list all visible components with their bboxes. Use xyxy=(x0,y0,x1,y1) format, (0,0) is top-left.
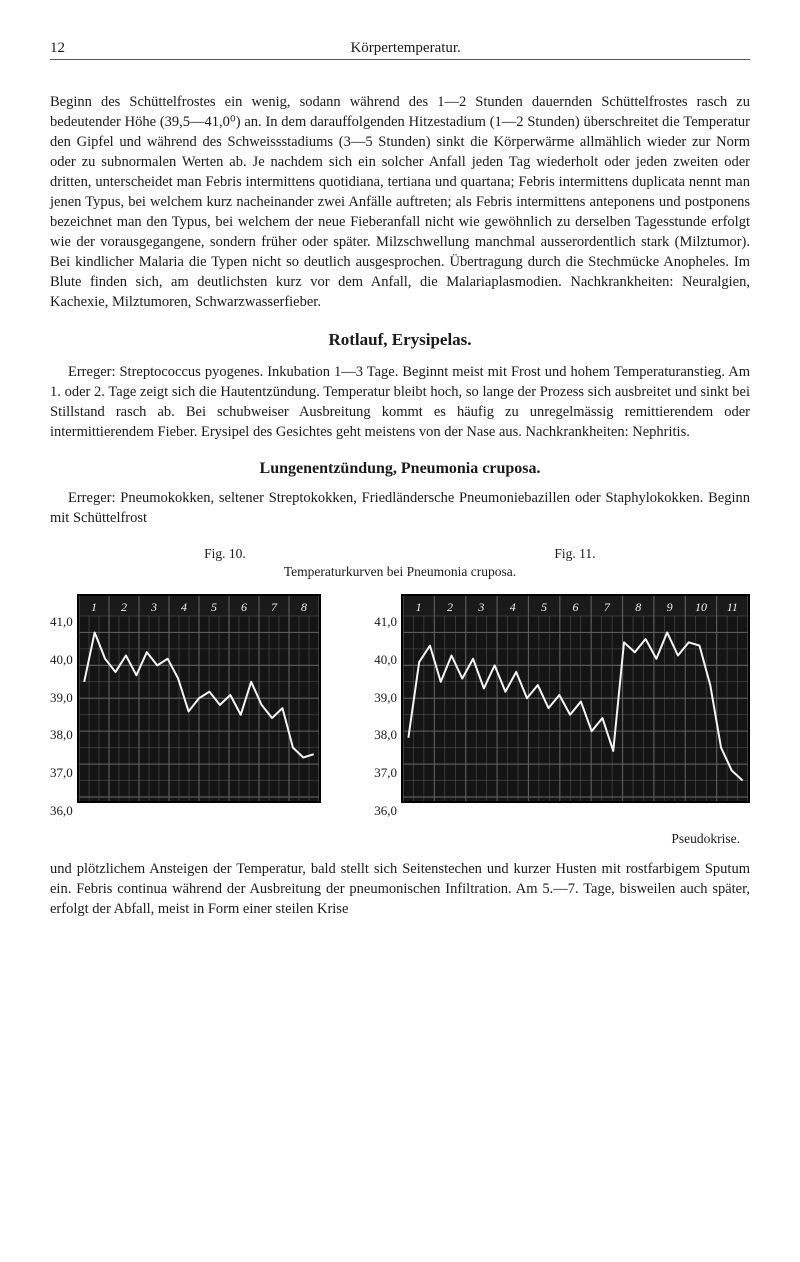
heading-rotlauf: Rotlauf, Erysipelas. xyxy=(50,330,750,350)
svg-text:9: 9 xyxy=(667,600,673,614)
fig10-label: Fig. 10. xyxy=(57,546,393,562)
svg-text:3: 3 xyxy=(150,600,157,614)
paragraph-4: und plötzlichem Ansteigen der Temperatur… xyxy=(50,859,750,919)
fig11-block: 41,0 40,0 39,0 38,0 37,0 36,0 1 2 3 4 5 6 7 8 9 10 11 xyxy=(374,594,750,823)
y-axis-label: 37,0 xyxy=(374,765,397,781)
figure-subtitle: Temperaturkurven bei Pneumonia cruposa. xyxy=(50,564,750,580)
svg-text:7: 7 xyxy=(271,600,278,614)
fig11-chart: 1 2 3 4 5 6 7 8 9 10 11 xyxy=(401,594,750,803)
svg-text:8: 8 xyxy=(301,600,307,614)
y-axis-label: 38,0 xyxy=(50,727,73,743)
svg-text:5: 5 xyxy=(211,600,217,614)
svg-text:1: 1 xyxy=(416,600,422,614)
heading-lungenentzuendung: Lungenentzündung, Pneumonia cruposa. xyxy=(50,460,750,478)
svg-text:8: 8 xyxy=(635,600,641,614)
fig10-block: 41,0 40,0 39,0 38,0 37,0 36,0 1 2 3 4 5 6 7 8 xyxy=(50,594,321,823)
svg-text:4: 4 xyxy=(181,600,187,614)
svg-text:6: 6 xyxy=(573,600,579,614)
y-axis-label: 41,0 xyxy=(50,614,73,630)
running-title: Körpertemperatur. xyxy=(350,40,460,57)
fig11-y-labels: 41,0 40,0 39,0 38,0 37,0 36,0 xyxy=(374,594,401,823)
running-header: 12 Körpertemperatur. xyxy=(50,40,750,60)
figure-caption-row: Fig. 10. Fig. 11. xyxy=(50,546,750,562)
paragraph-3: Erreger: Pneumokokken, seltener Streptok… xyxy=(50,488,750,528)
svg-text:5: 5 xyxy=(541,600,547,614)
header-spacer xyxy=(746,40,750,57)
charts-row: 41,0 40,0 39,0 38,0 37,0 36,0 1 2 3 4 5 6 7 8 41,0 40… xyxy=(50,594,750,823)
page: 12 Körpertemperatur. Beginn des Schüttel… xyxy=(0,0,800,977)
svg-text:1: 1 xyxy=(91,600,97,614)
svg-text:10: 10 xyxy=(695,600,707,614)
svg-text:6: 6 xyxy=(241,600,247,614)
svg-text:4: 4 xyxy=(510,600,516,614)
y-axis-label: 37,0 xyxy=(50,765,73,781)
pseudokrise-label: Pseudokrise. xyxy=(50,831,740,847)
page-number: 12 xyxy=(50,40,65,57)
y-axis-label: 36,0 xyxy=(374,803,397,819)
fig10-chart: 1 2 3 4 5 6 7 8 xyxy=(77,594,321,803)
y-axis-label: 40,0 xyxy=(374,652,397,668)
y-axis-label: 38,0 xyxy=(374,727,397,743)
y-axis-label: 36,0 xyxy=(50,803,73,819)
fig11-label: Fig. 11. xyxy=(407,546,743,562)
svg-text:7: 7 xyxy=(604,600,611,614)
y-axis-label: 40,0 xyxy=(50,652,73,668)
svg-text:3: 3 xyxy=(477,600,484,614)
y-axis-label: 41,0 xyxy=(374,614,397,630)
y-axis-label: 39,0 xyxy=(50,690,73,706)
y-axis-label: 39,0 xyxy=(374,690,397,706)
svg-text:2: 2 xyxy=(447,600,453,614)
fig10-y-labels: 41,0 40,0 39,0 38,0 37,0 36,0 xyxy=(50,594,77,823)
svg-text:2: 2 xyxy=(121,600,127,614)
paragraph-2: Erreger: Streptococcus pyogenes. Inkubat… xyxy=(50,362,750,442)
paragraph-1: Beginn des Schüttelfrostes ein wenig, so… xyxy=(50,92,750,312)
svg-text:11: 11 xyxy=(727,600,738,614)
